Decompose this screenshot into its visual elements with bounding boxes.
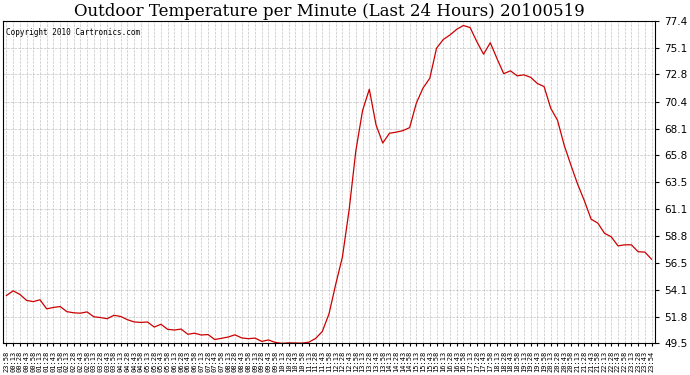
Title: Outdoor Temperature per Minute (Last 24 Hours) 20100519: Outdoor Temperature per Minute (Last 24 … bbox=[74, 3, 584, 20]
Text: Copyright 2010 Cartronics.com: Copyright 2010 Cartronics.com bbox=[6, 28, 140, 37]
